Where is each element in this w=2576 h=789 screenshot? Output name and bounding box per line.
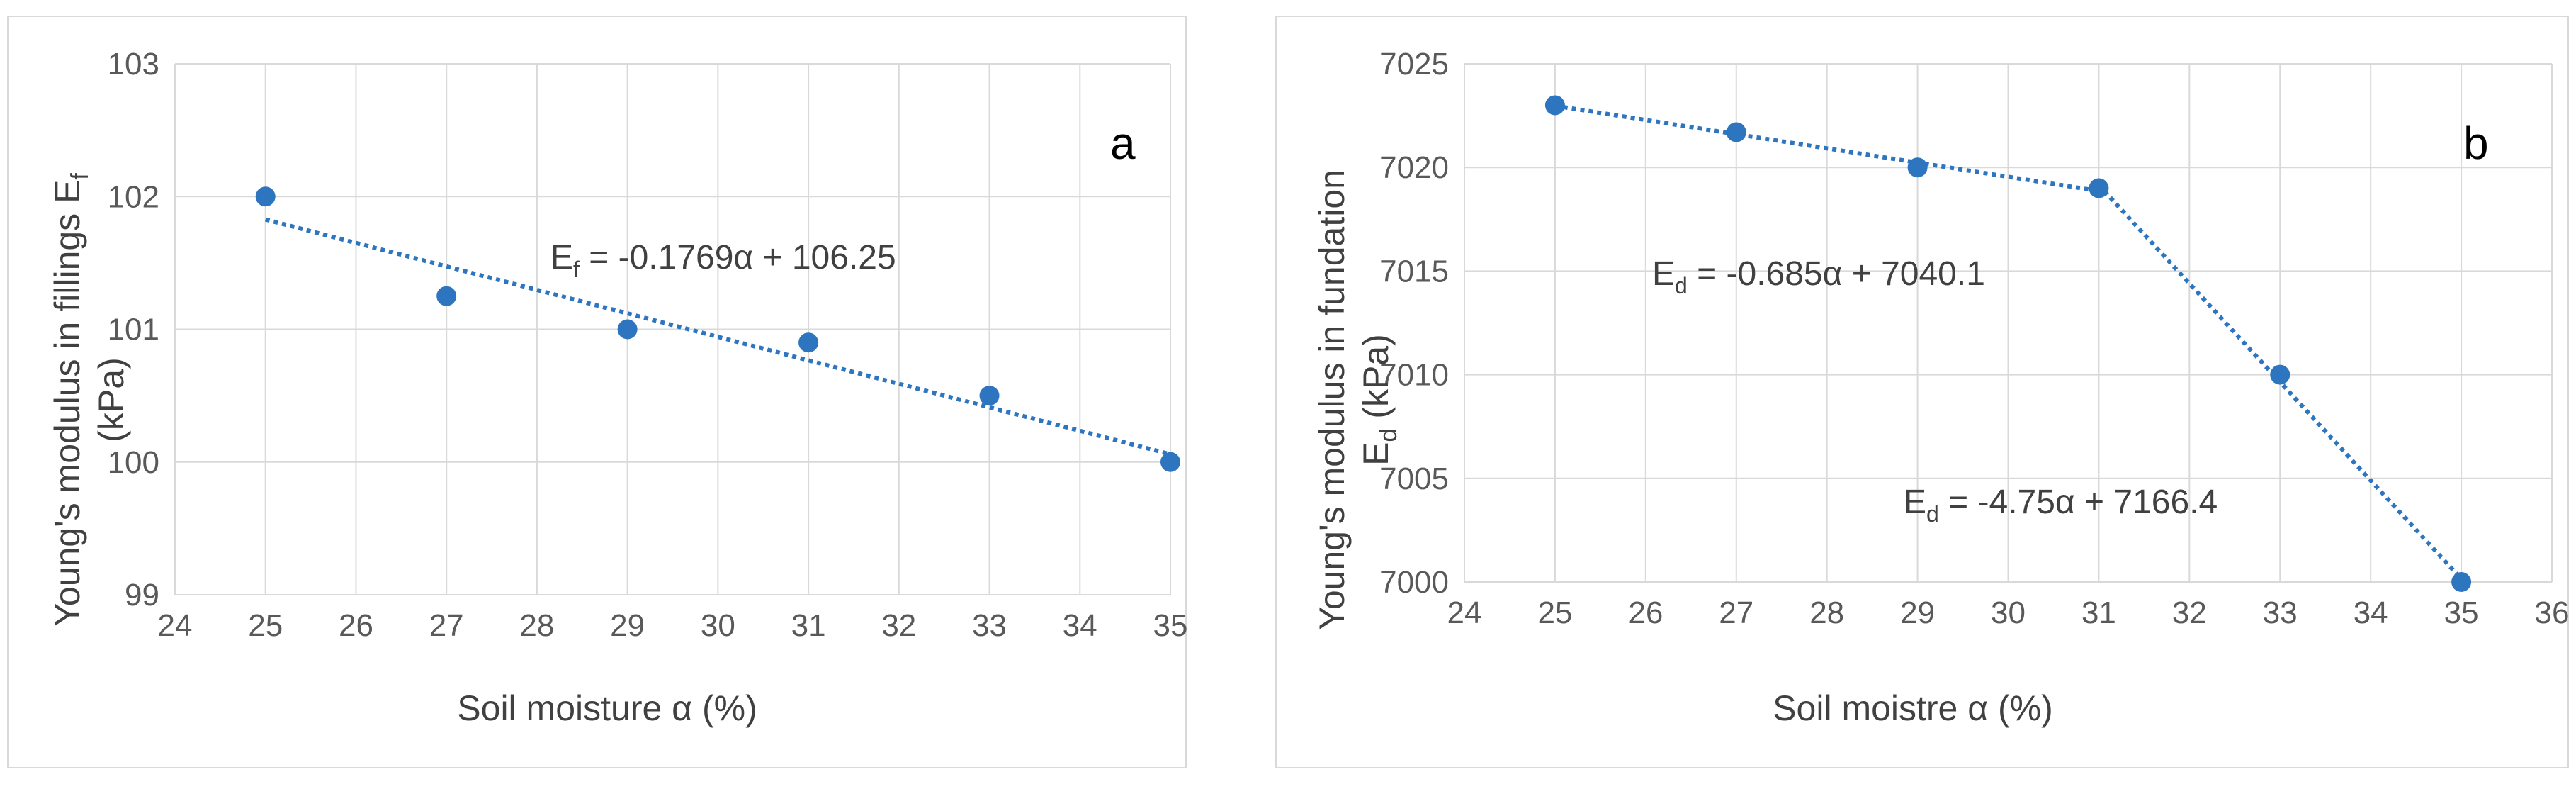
x-tick-label: 36 — [2535, 595, 2570, 630]
x-tick-label: 26 — [1628, 595, 1663, 630]
x-tick-label: 30 — [701, 608, 735, 643]
x-tick-label: 29 — [610, 608, 645, 643]
y-tick-label: 7000 — [1379, 565, 1449, 600]
x-tick-label: 33 — [2263, 595, 2298, 630]
trendline-equation-b1: Ed = -0.685α + 7040.1 — [1652, 255, 1985, 298]
x-tick-label: 32 — [2172, 595, 2207, 630]
y-axis-title-b-line2: Ed (kPa) — [1356, 334, 1402, 466]
y-tick-label: 7005 — [1379, 461, 1449, 496]
x-tick-label: 27 — [429, 608, 464, 643]
chart-panel-a: 24 25 26 27 28 29 30 31 32 33 34 35 99 100 101 102 103 … — [7, 16, 1187, 768]
data-point — [617, 319, 638, 340]
y-axis-title-b-line1: Young's modulus in fundation — [1312, 169, 1352, 630]
y-tick-label: 102 — [108, 179, 159, 214]
data-point — [255, 186, 276, 207]
data-point — [979, 386, 1000, 406]
x-axis-title-a: Soil moisture α (%) — [457, 688, 757, 728]
y-tick-label: 103 — [108, 47, 159, 82]
y-tick-label: 101 — [108, 313, 159, 347]
chart-b-svg: 24 25 26 27 28 29 30 31 32 33 34 35 36 7000 7005 7010 7… — [1312, 47, 2570, 728]
x-tick-label: 28 — [1809, 595, 1844, 630]
x-tick-label: 29 — [1900, 595, 1935, 630]
y-axis-title-a-line2: (kPa) — [91, 357, 131, 442]
y-tick-label: 7010 — [1379, 358, 1449, 393]
data-point — [798, 332, 819, 353]
x-tick-label: 24 — [1447, 595, 1482, 630]
y-tick-label: 7015 — [1379, 254, 1449, 289]
data-point — [1907, 157, 1928, 178]
trendline-equation-b2: Ed = -4.75α + 7166.4 — [1904, 483, 2218, 527]
panel-letter-a: a — [1110, 118, 1136, 169]
data-point — [1544, 95, 1565, 116]
x-tick-label: 32 — [881, 608, 916, 643]
x-tick-label: 31 — [2081, 595, 2116, 630]
data-point — [1160, 452, 1180, 472]
trendline — [264, 217, 1171, 457]
x-tick-label: 25 — [1537, 595, 1572, 630]
x-tick-label: 34 — [2354, 595, 2388, 630]
chart-panel-b: 24 25 26 27 28 29 30 31 32 33 34 35 36 7000 7005 7010 7… — [1275, 16, 2569, 768]
trendline-equation-a: Ef = -0.1769α + 106.25 — [550, 239, 896, 282]
y-tick-label: 100 — [108, 445, 159, 480]
y-tick-label: 7020 — [1379, 150, 1449, 185]
data-point — [2270, 364, 2290, 385]
x-tick-label: 33 — [972, 608, 1007, 643]
data-point — [436, 286, 457, 306]
chart-a-svg: 24 25 26 27 28 29 30 31 32 33 34 35 99100101102103 … — [47, 47, 1188, 728]
panel-letter-b: b — [2463, 118, 2489, 169]
data-point — [2089, 178, 2109, 198]
x-tick-label: 31 — [791, 608, 826, 643]
x-tick-label: 25 — [248, 608, 283, 643]
x-tick-label: 26 — [339, 608, 373, 643]
x-tick-label: 24 — [158, 608, 193, 643]
y-tick-label: 7025 — [1379, 47, 1449, 82]
x-tick-label: 35 — [1153, 608, 1188, 643]
data-point — [2451, 572, 2472, 592]
x-tick-label: 30 — [1991, 595, 2026, 630]
y-axis-title-a-line1: Young's modulus in fillings Ef — [47, 173, 94, 627]
x-tick-label: 34 — [1063, 608, 1097, 643]
x-tick-label: 27 — [1719, 595, 1753, 630]
x-axis-title-b: Soil moistre α (%) — [1773, 688, 2053, 728]
y-tick-label: 99 — [125, 578, 159, 612]
x-tick-label: 28 — [519, 608, 554, 643]
x-tick-label: 35 — [2444, 595, 2479, 630]
trendline — [1554, 103, 2099, 194]
data-point — [1726, 122, 1746, 142]
